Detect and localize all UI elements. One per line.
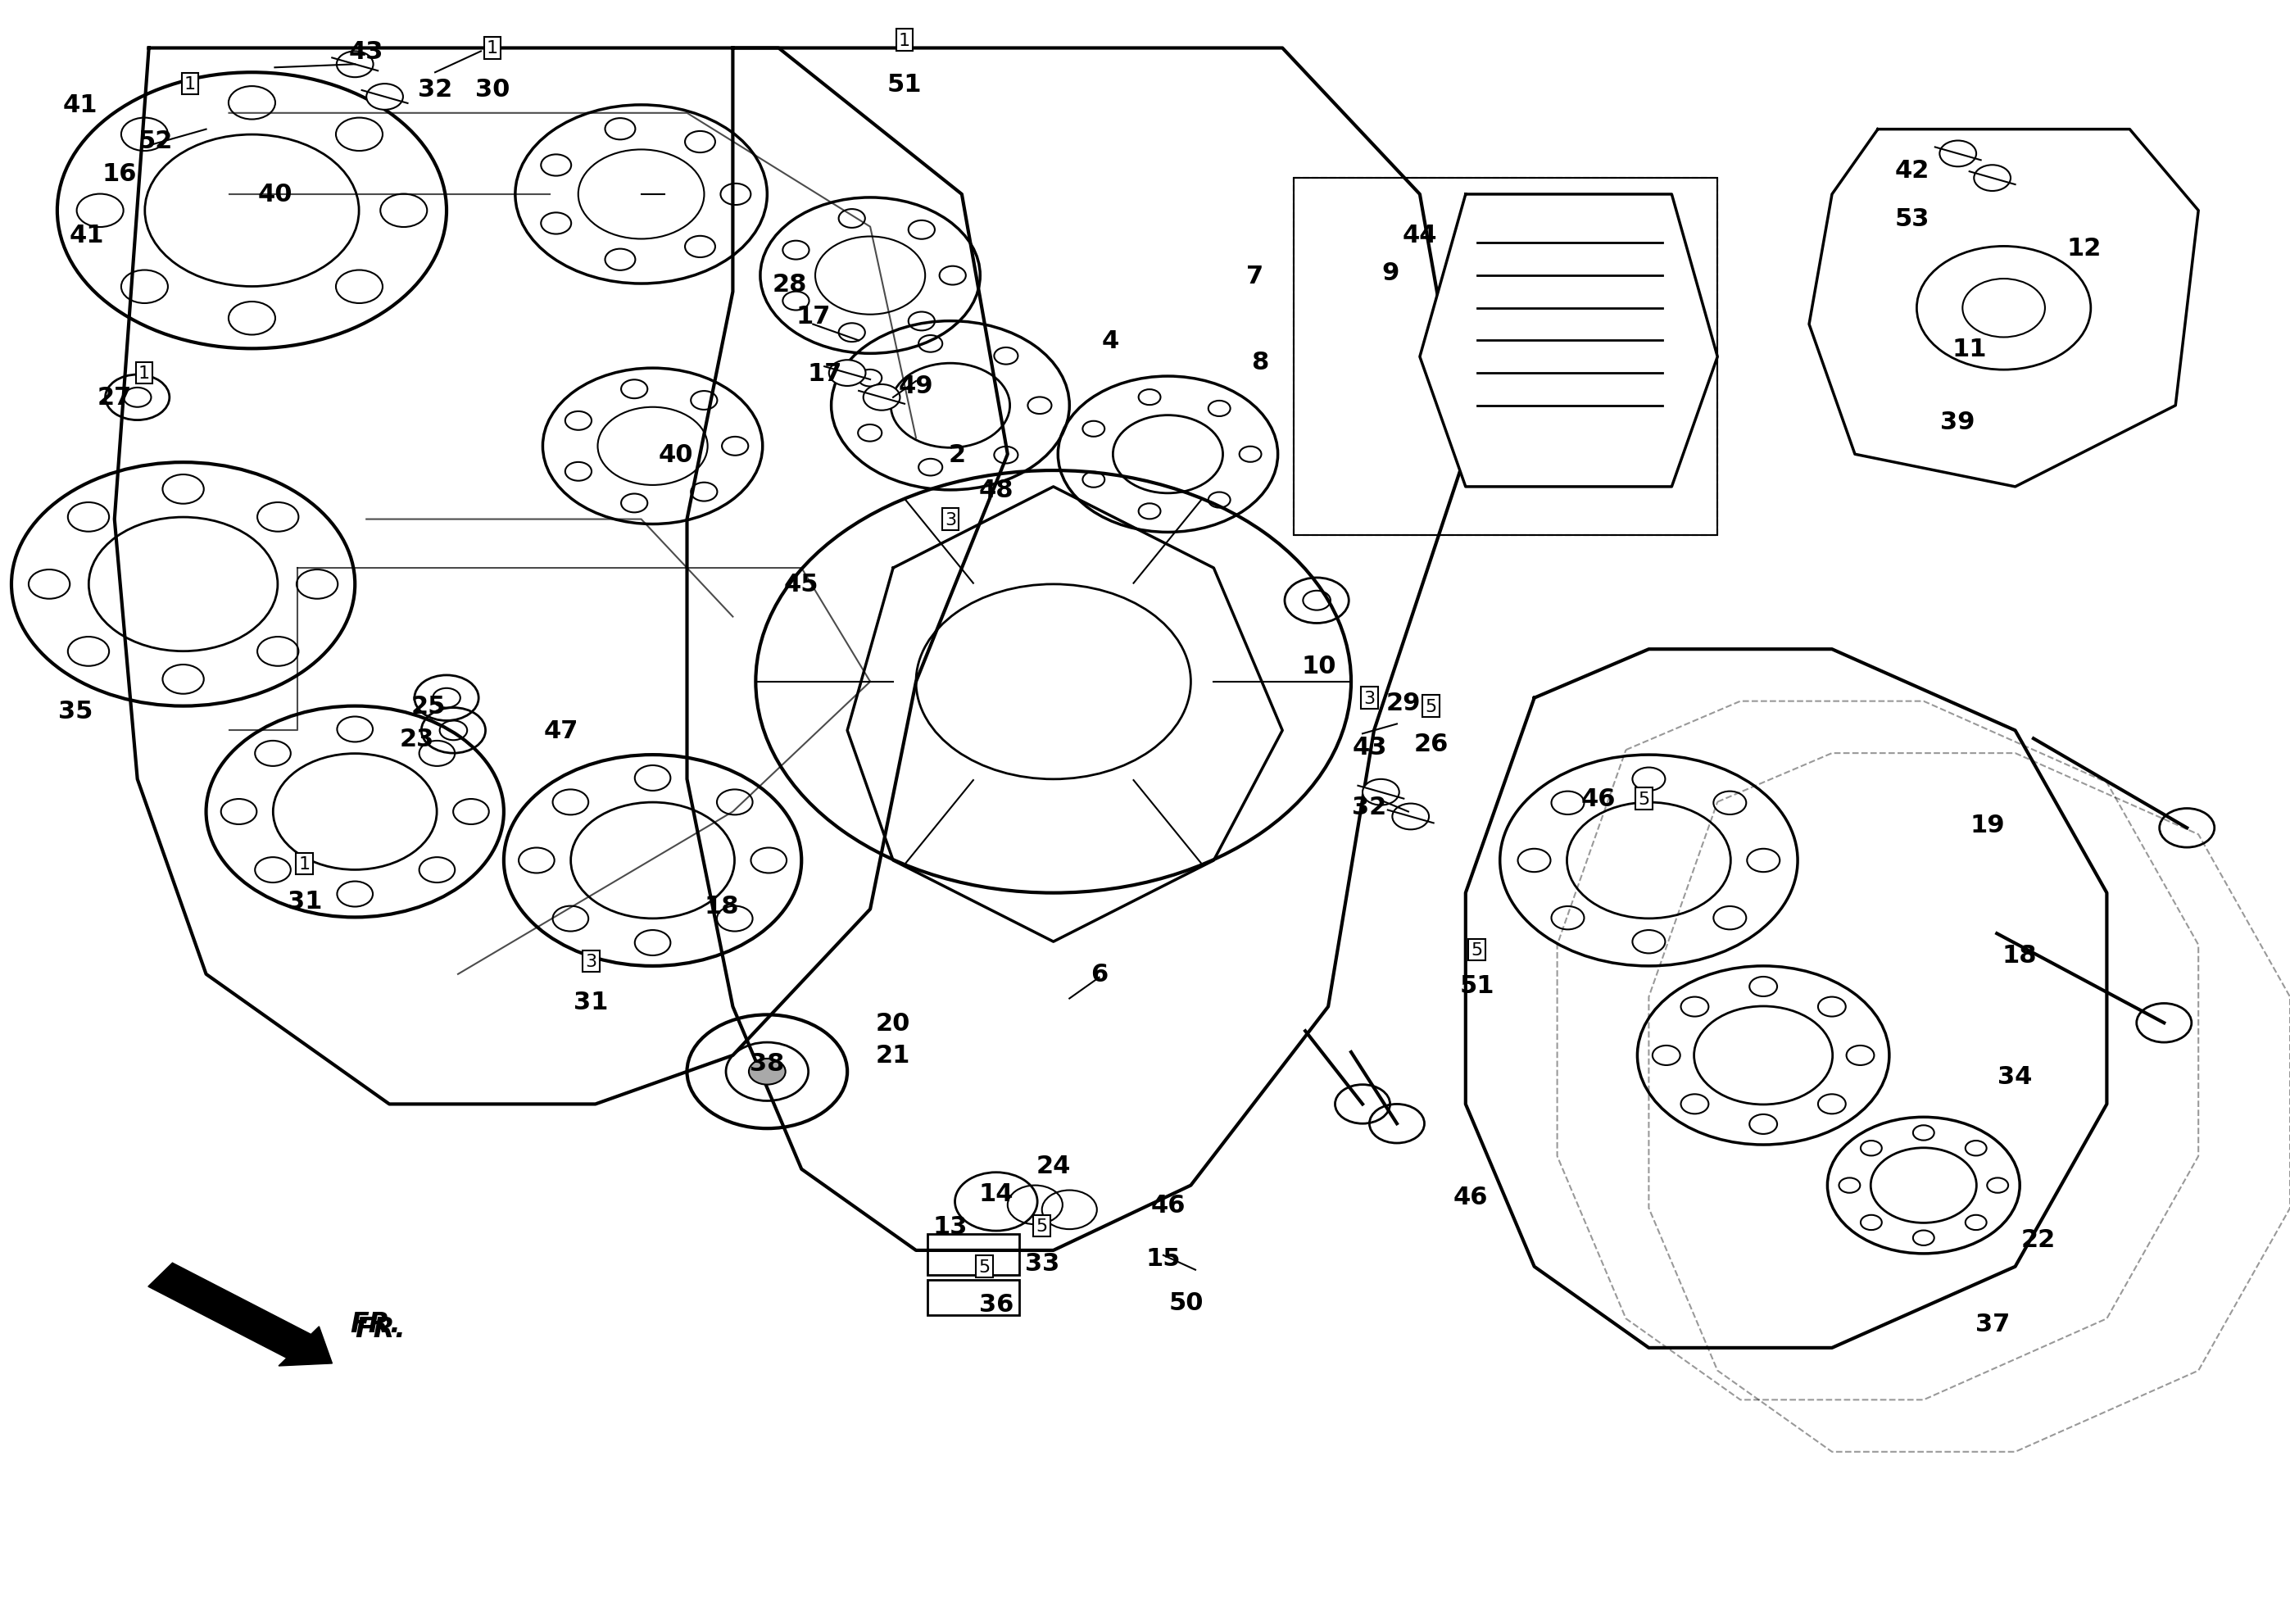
Text: 32: 32 (417, 78, 453, 101)
Text: 19: 19 (1969, 814, 2006, 836)
Text: 53: 53 (1894, 208, 1930, 231)
Text: 1: 1 (898, 32, 911, 49)
FancyArrow shape (149, 1263, 332, 1366)
Text: 41: 41 (69, 224, 105, 247)
Text: 1: 1 (485, 41, 499, 57)
Polygon shape (1420, 195, 1718, 487)
Text: 25: 25 (410, 695, 447, 718)
Text: 14: 14 (978, 1182, 1014, 1205)
Text: 29: 29 (1385, 692, 1422, 715)
Text: 35: 35 (57, 700, 94, 723)
Text: FR.: FR. (350, 1311, 401, 1338)
Text: 45: 45 (783, 573, 820, 596)
Text: 7: 7 (1246, 265, 1264, 287)
Text: 26: 26 (1413, 732, 1450, 755)
Text: 15: 15 (1145, 1247, 1182, 1270)
Text: 3: 3 (1363, 690, 1376, 706)
Text: 51: 51 (886, 73, 923, 96)
Text: 40: 40 (256, 184, 293, 206)
Text: 36: 36 (978, 1293, 1014, 1315)
Text: 49: 49 (898, 375, 934, 398)
Text: 47: 47 (543, 719, 579, 742)
Text: 43: 43 (1351, 736, 1388, 758)
Text: 43: 43 (348, 41, 385, 63)
Text: 32: 32 (1351, 796, 1388, 818)
Circle shape (1940, 141, 1976, 167)
Text: 17: 17 (806, 362, 843, 385)
Text: 38: 38 (749, 1052, 785, 1075)
Text: 31: 31 (286, 890, 323, 913)
Text: 24: 24 (1035, 1155, 1072, 1177)
Text: FR.: FR. (355, 1315, 405, 1343)
Circle shape (337, 52, 373, 78)
Text: 9: 9 (1381, 261, 1399, 284)
Text: 46: 46 (1580, 788, 1617, 810)
Text: 2: 2 (948, 443, 966, 466)
Text: 20: 20 (875, 1012, 911, 1034)
Text: 48: 48 (978, 479, 1014, 502)
Text: 1: 1 (298, 856, 311, 872)
Text: 11: 11 (1951, 338, 1988, 361)
Text: 18: 18 (2001, 944, 2038, 966)
Text: 44: 44 (1401, 224, 1438, 247)
Text: 5: 5 (978, 1259, 992, 1275)
Text: 30: 30 (474, 78, 511, 101)
Text: 5: 5 (1035, 1218, 1049, 1234)
Text: 10: 10 (1301, 654, 1337, 677)
Text: 52: 52 (137, 130, 174, 153)
Text: 37: 37 (1974, 1312, 2011, 1335)
Text: 17: 17 (795, 305, 831, 328)
Text: 12: 12 (2066, 237, 2102, 260)
Text: 51: 51 (1459, 974, 1495, 997)
Text: 22: 22 (2020, 1228, 2056, 1250)
Text: 5: 5 (1470, 942, 1484, 958)
Text: 5: 5 (1637, 791, 1651, 807)
Text: 3: 3 (943, 512, 957, 528)
Text: 23: 23 (398, 728, 435, 750)
Text: 39: 39 (1940, 411, 1976, 434)
Text: 46: 46 (1150, 1194, 1186, 1216)
Circle shape (366, 84, 403, 110)
Text: 28: 28 (772, 273, 808, 296)
Circle shape (829, 361, 866, 387)
Text: 41: 41 (62, 94, 98, 117)
Text: 42: 42 (1894, 159, 1930, 182)
Circle shape (749, 1059, 785, 1085)
Text: 18: 18 (703, 895, 740, 918)
Circle shape (1363, 780, 1399, 806)
Text: 31: 31 (572, 991, 609, 1013)
Text: 46: 46 (1452, 1186, 1488, 1208)
Text: 8: 8 (1250, 351, 1269, 374)
Text: 13: 13 (932, 1215, 969, 1237)
Text: 1: 1 (183, 76, 197, 93)
Text: 5: 5 (1424, 698, 1438, 715)
Text: 40: 40 (657, 443, 694, 466)
Text: 33: 33 (1024, 1252, 1060, 1275)
Circle shape (1974, 166, 2011, 192)
Circle shape (863, 385, 900, 411)
Circle shape (1392, 804, 1429, 830)
Text: 27: 27 (96, 387, 133, 409)
Text: 1: 1 (137, 365, 151, 382)
Text: 34: 34 (1997, 1065, 2034, 1088)
Text: 6: 6 (1090, 963, 1108, 986)
Text: 50: 50 (1168, 1291, 1205, 1314)
Text: 16: 16 (101, 162, 137, 185)
Text: 21: 21 (875, 1044, 911, 1067)
Text: 3: 3 (584, 953, 598, 970)
Text: 4: 4 (1101, 330, 1120, 352)
